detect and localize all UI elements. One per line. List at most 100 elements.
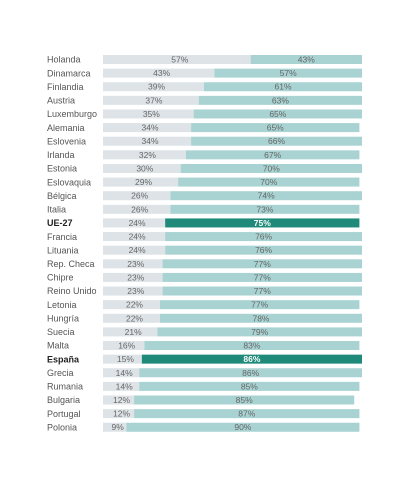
category-label: Grecia: [47, 368, 74, 378]
bar-segment-1: [103, 163, 181, 173]
category-label: Bélgica: [47, 191, 77, 201]
value-label-2: 74%: [258, 191, 275, 201]
value-label-1: 24%: [129, 232, 146, 242]
value-label-2: 79%: [251, 327, 268, 337]
category-label: Dinamarca: [47, 68, 91, 78]
bar-segment-2: [178, 177, 360, 187]
category-label: Bulgaria: [47, 395, 80, 405]
bar-segment-2: [126, 422, 360, 432]
bar-segment-1: [103, 232, 166, 242]
value-label-1: 35%: [143, 109, 160, 119]
value-label-2: 90%: [234, 422, 251, 432]
value-label-1: 15%: [117, 354, 134, 364]
category-label: Chipre: [47, 273, 74, 283]
category-label: Portugal: [47, 409, 81, 419]
bar-segment-2: [165, 218, 360, 228]
value-label-1: 23%: [127, 286, 144, 296]
value-label-2: 77%: [254, 259, 271, 269]
value-label-2: 63%: [272, 95, 289, 105]
value-label-2: 77%: [251, 300, 268, 310]
bar-segment-1: [103, 313, 160, 323]
value-label-2: 65%: [269, 109, 286, 119]
bar-segment-2: [193, 109, 362, 119]
value-label-1: 12%: [113, 409, 130, 419]
value-label-2: 70%: [260, 177, 277, 187]
value-label-1: 22%: [126, 300, 143, 310]
value-label-1: 22%: [126, 313, 143, 323]
bar-segment-1: [103, 82, 205, 92]
value-label-2: 43%: [298, 55, 315, 65]
value-label-1: 57%: [171, 55, 188, 65]
bar-segment-2: [139, 381, 360, 391]
bar-segment-1: [103, 286, 163, 296]
bar-segment-2: [159, 300, 360, 310]
bar-segment-1: [103, 245, 166, 255]
bar-segment-2: [162, 259, 362, 269]
bar-segment-1: [103, 177, 179, 187]
value-label-1: 37%: [145, 95, 162, 105]
category-label: Francia: [47, 232, 77, 242]
value-label-1: 32%: [139, 150, 156, 160]
bar-segment-1: [103, 150, 186, 160]
value-label-1: 43%: [153, 68, 170, 78]
value-label-2: 70%: [263, 163, 280, 173]
value-label-2: 57%: [280, 68, 297, 78]
category-label: Eslovenia: [47, 136, 86, 146]
bar-segment-1: [103, 68, 215, 78]
value-label-1: 12%: [113, 395, 130, 405]
bar-segment-1: [103, 381, 140, 391]
bar-segment-2: [204, 82, 362, 92]
bar-segment-1: [103, 327, 158, 337]
value-label-2: 76%: [255, 232, 272, 242]
category-label: Estonia: [47, 164, 77, 174]
bar-segment-2: [157, 327, 362, 337]
bar-segment-2: [165, 245, 362, 255]
value-label-2: 86%: [243, 354, 260, 364]
bar-segment-1: [103, 123, 192, 133]
category-label: Eslovaquia: [47, 177, 91, 187]
bar-segment-1: [103, 95, 199, 105]
value-label-2: 87%: [238, 409, 255, 419]
category-label: Luxemburgo: [47, 109, 97, 119]
category-label: Hungría: [47, 313, 79, 323]
bar-segment-1: [103, 55, 251, 64]
value-label-2: 85%: [236, 395, 253, 405]
bar-segment-2: [144, 341, 360, 351]
bar-segment-2: [134, 409, 360, 419]
bar-segment-1: [103, 204, 171, 214]
value-label-2: 85%: [241, 381, 258, 391]
value-label-1: 39%: [148, 82, 165, 92]
value-label-2: 73%: [256, 204, 273, 214]
value-label-2: 61%: [274, 82, 291, 92]
bar-segment-2: [141, 354, 362, 364]
value-label-1: 14%: [116, 368, 133, 378]
value-label-2: 65%: [267, 123, 284, 133]
category-label: España: [47, 354, 80, 364]
category-label: Rep. Checa: [47, 259, 95, 269]
bar-segment-1: [103, 259, 163, 269]
value-label-1: 29%: [135, 177, 152, 187]
bar-segment-2: [170, 204, 360, 214]
bar-segment-2: [198, 95, 362, 105]
value-label-1: 34%: [142, 136, 159, 146]
bar-segment-2: [191, 123, 360, 133]
value-label-1: 23%: [127, 259, 144, 269]
bar-segment-2: [214, 68, 362, 78]
value-label-1: 30%: [136, 163, 153, 173]
bar-segment-2: [185, 150, 360, 160]
bar-segment-2: [134, 395, 355, 405]
value-label-1: 24%: [129, 245, 146, 255]
bar-segment-1: [103, 422, 127, 432]
category-label: Reino Unido: [47, 286, 97, 296]
value-label-2: 77%: [254, 272, 271, 282]
bar-segment-2: [159, 313, 362, 323]
bar-segment-1: [103, 191, 171, 201]
bar-segment-2: [250, 55, 362, 64]
category-label: Italia: [47, 205, 66, 215]
category-label: Holanda: [47, 55, 81, 65]
value-label-1: 34%: [142, 123, 159, 133]
bar-segment-1: [103, 272, 163, 282]
bar-segment-2: [162, 286, 362, 296]
value-label-1: 26%: [131, 204, 148, 214]
